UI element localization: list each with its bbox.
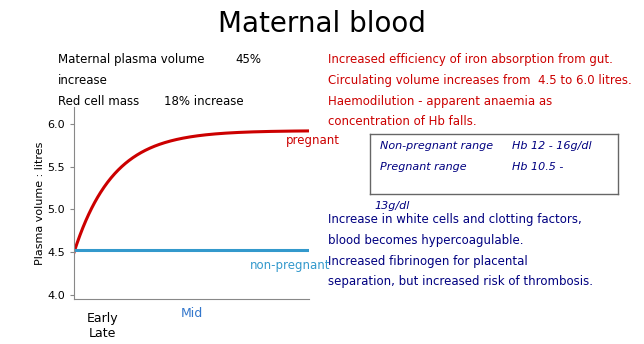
- Text: blood becomes hypercoagulable.: blood becomes hypercoagulable.: [328, 234, 524, 247]
- Y-axis label: Plasma volume : litres: Plasma volume : litres: [35, 141, 44, 265]
- Text: 18% increase: 18% increase: [164, 95, 244, 108]
- Text: non-pregnant: non-pregnant: [251, 259, 331, 271]
- Text: Non-pregnant range: Non-pregnant range: [380, 141, 493, 151]
- Text: 13g/dl: 13g/dl: [375, 201, 410, 211]
- Text: Maternal blood: Maternal blood: [218, 10, 426, 38]
- Text: Increased fibrinogen for placental: Increased fibrinogen for placental: [328, 255, 528, 268]
- Text: Circulating volume increases from  4.5 to 6.0 litres.: Circulating volume increases from 4.5 to…: [328, 74, 632, 87]
- Text: Haemodilution - apparent anaemia as: Haemodilution - apparent anaemia as: [328, 95, 553, 108]
- Text: Hb 10.5 -: Hb 10.5 -: [511, 162, 563, 172]
- Text: pregnant: pregnant: [286, 135, 339, 147]
- Text: 45%: 45%: [235, 53, 261, 66]
- Text: Increase in white cells and clotting factors,: Increase in white cells and clotting fac…: [328, 213, 582, 226]
- Text: Increased efficiency of iron absorption from gut.: Increased efficiency of iron absorption …: [328, 53, 613, 66]
- Text: increase: increase: [58, 74, 108, 87]
- Text: concentration of Hb falls.: concentration of Hb falls.: [328, 115, 477, 128]
- Text: Pregnant range: Pregnant range: [380, 162, 467, 172]
- Text: Hb 12 - 16g/dl: Hb 12 - 16g/dl: [511, 141, 591, 151]
- Text: Red cell mass: Red cell mass: [58, 95, 139, 108]
- Text: Mid: Mid: [180, 307, 203, 320]
- Text: Early
Late: Early Late: [86, 312, 118, 340]
- Text: Maternal plasma volume: Maternal plasma volume: [58, 53, 204, 66]
- Text: separation, but increased risk of thrombosis.: separation, but increased risk of thromb…: [328, 275, 593, 288]
